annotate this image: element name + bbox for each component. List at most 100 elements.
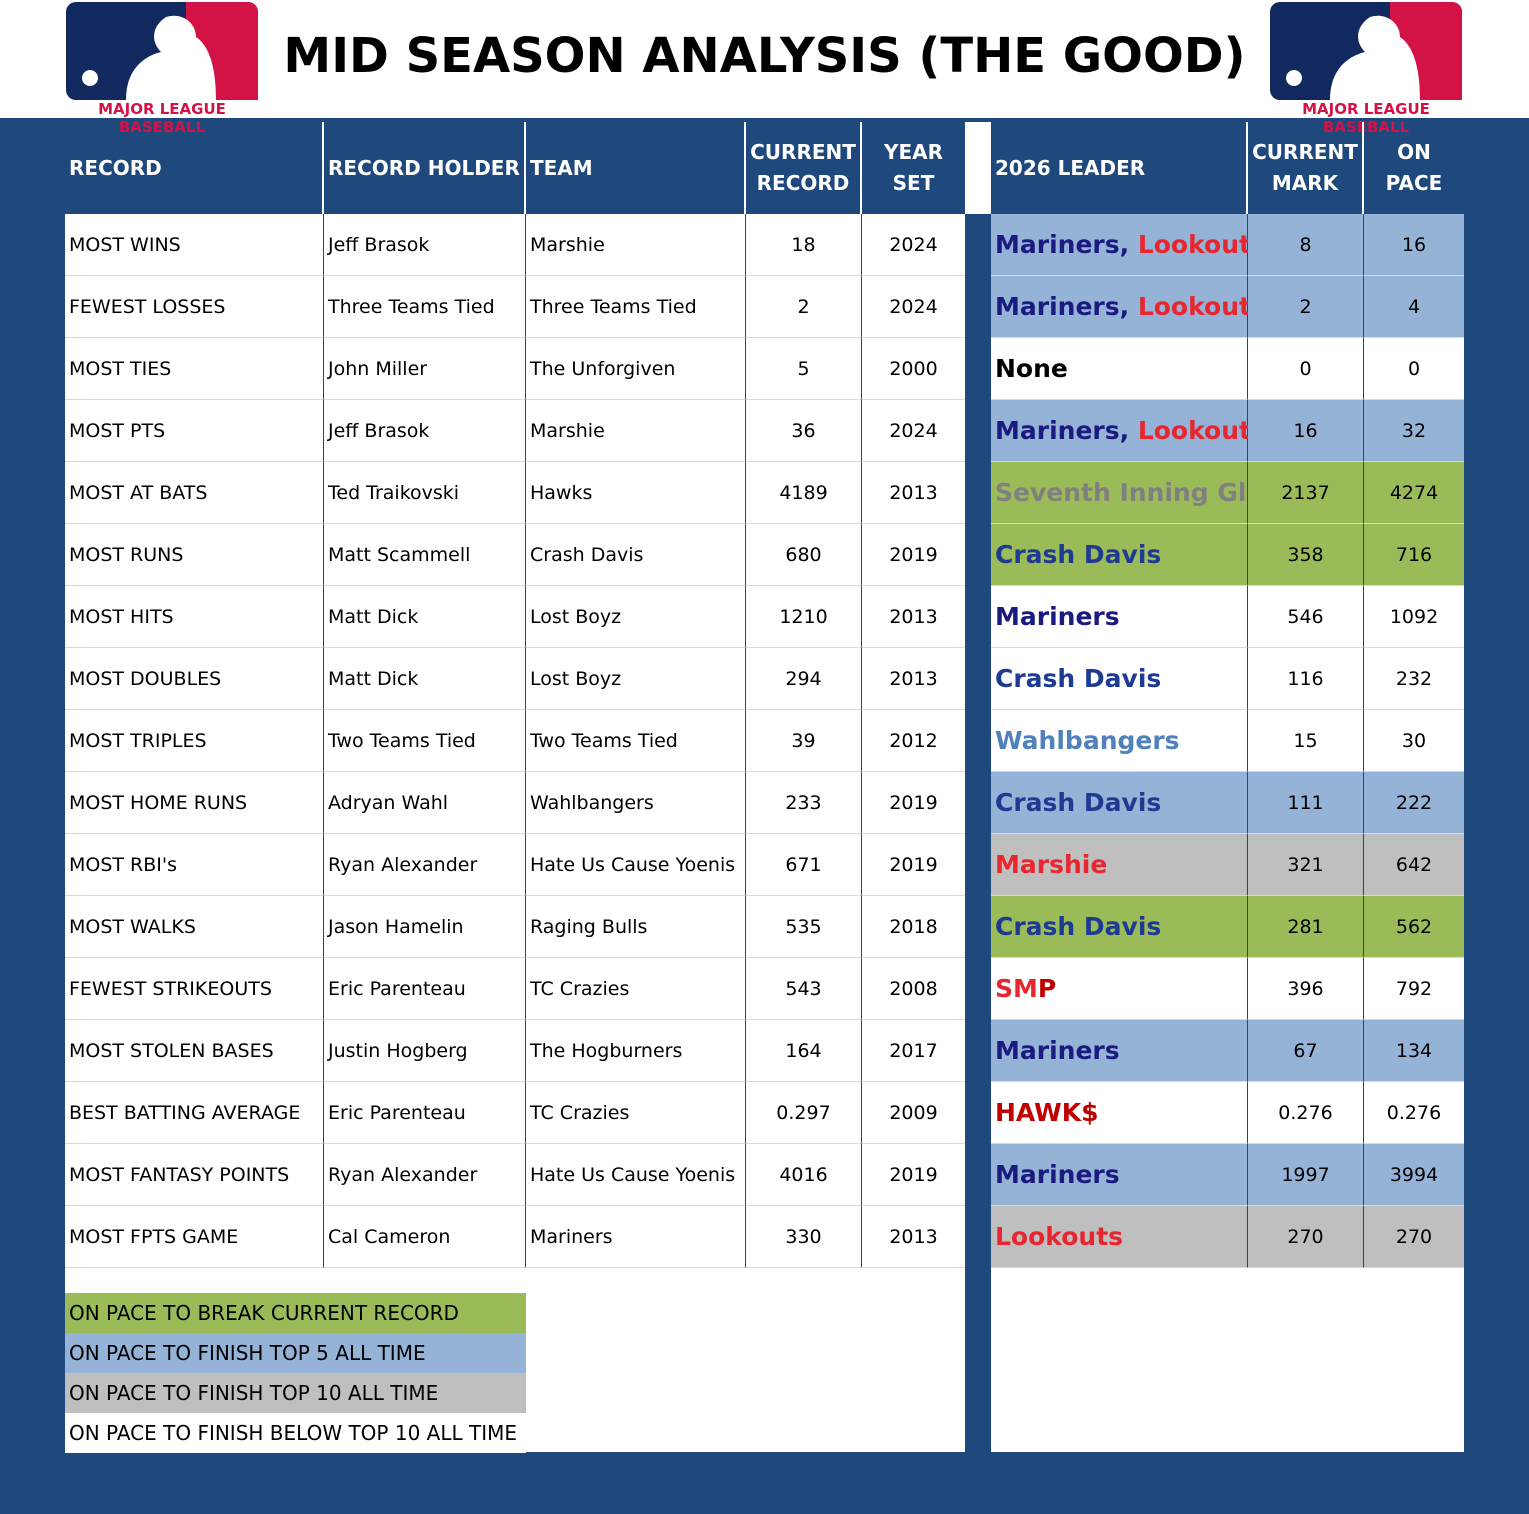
number-cell: 4: [1364, 276, 1464, 338]
leader-cell: HAWK$: [991, 1082, 1248, 1144]
leader-name: Crash Davis: [995, 540, 1162, 569]
number-cell: 36: [746, 400, 862, 462]
notes-area: [991, 1268, 1464, 1452]
number-cell: 546: [1248, 586, 1364, 648]
leader-cell: Crash Davis: [991, 524, 1248, 586]
title: MID SEASON ANALYSIS (THE GOOD): [283, 28, 1246, 84]
number-cell: 4016: [746, 1144, 862, 1206]
legend-item: ON PACE TO FINISH TOP 10 ALL TIME: [65, 1373, 526, 1413]
leader-cell: Mariners: [991, 586, 1248, 648]
number-cell: 16: [1248, 400, 1364, 462]
number-cell: 111: [1248, 772, 1364, 834]
text-cell: Matt Dick: [324, 648, 526, 710]
text-cell: Matt Scammell: [324, 524, 526, 586]
number-cell: 2008: [862, 958, 965, 1020]
number-cell: 2018: [862, 896, 965, 958]
text-cell: Jeff Brasok: [324, 400, 526, 462]
number-cell: 3994: [1364, 1144, 1464, 1206]
number-cell: 16: [1364, 214, 1464, 276]
number-cell: 294: [746, 648, 862, 710]
number-cell: 396: [1248, 958, 1364, 1020]
leader-cell: Seventh Inning Glitch: [991, 462, 1300, 524]
divider: [965, 122, 991, 214]
leader-cell: Mariners, Lookouts: [991, 276, 1266, 338]
number-cell: 116: [1248, 648, 1364, 710]
number-cell: 0.276: [1364, 1082, 1464, 1144]
number-cell: 2009: [862, 1082, 965, 1144]
leader-name: Crash Davis: [995, 912, 1162, 941]
number-cell: 792: [1364, 958, 1464, 1020]
leader-cell: Mariners: [991, 1144, 1248, 1206]
leader-cell: None: [991, 338, 1248, 400]
column-header: RECORD: [65, 122, 324, 214]
number-cell: 270: [1248, 1206, 1364, 1268]
leader-name: Lookouts: [995, 1222, 1124, 1251]
logo: MAJOR LEAGUE BASEBALL: [1270, 2, 1462, 136]
number-cell: 562: [1364, 896, 1464, 958]
number-cell: 2013: [862, 586, 965, 648]
leader-name: Mariners,: [995, 292, 1138, 321]
logo-text: MAJOR LEAGUE BASEBALL: [98, 100, 226, 136]
leader-cell: Wahlbangers: [991, 710, 1248, 772]
leader-cell: Mariners, Lookouts: [991, 214, 1266, 276]
leader-name: Crash Davis: [995, 788, 1162, 817]
number-cell: 134: [1364, 1020, 1464, 1082]
number-cell: 2019: [862, 834, 965, 896]
text-cell: Hate Us Cause Yoenis: [526, 1144, 746, 1206]
number-cell: 2013: [862, 648, 965, 710]
leader-cell: Mariners, Lookouts: [991, 400, 1266, 462]
text-cell: MOST FPTS GAME: [65, 1206, 324, 1268]
leader-cell: Crash Davis: [991, 648, 1248, 710]
text-cell: MOST AT BATS: [65, 462, 324, 524]
number-cell: 2013: [862, 462, 965, 524]
legend-item: ON PACE TO FINISH TOP 5 ALL TIME: [65, 1333, 526, 1373]
text-cell: Lost Boyz: [526, 648, 746, 710]
leader-cell: Marshie: [991, 834, 1248, 896]
leader-name: None: [995, 354, 1068, 383]
text-cell: MOST HOME RUNS: [65, 772, 324, 834]
number-cell: 2024: [862, 214, 965, 276]
number-cell: 543: [746, 958, 862, 1020]
number-cell: 233: [746, 772, 862, 834]
text-cell: MOST DOUBLES: [65, 648, 324, 710]
text-cell: Adryan Wahl: [324, 772, 526, 834]
text-cell: John Miller: [324, 338, 526, 400]
leader-name: Mariners,: [995, 230, 1138, 259]
number-cell: 535: [746, 896, 862, 958]
number-cell: 232: [1364, 648, 1464, 710]
text-cell: Two Teams Tied: [324, 710, 526, 772]
number-cell: 2137: [1248, 462, 1364, 524]
text-cell: The Unforgiven: [526, 338, 746, 400]
leader-cell: Crash Davis: [991, 896, 1248, 958]
text-cell: Ryan Alexander: [324, 834, 526, 896]
legend-item: ON PACE TO BREAK CURRENT RECORD: [65, 1293, 526, 1333]
column-header: ON PACE: [1385, 140, 1443, 195]
number-cell: 1210: [746, 586, 862, 648]
number-cell: 0: [1364, 338, 1464, 400]
logo-text: MAJOR LEAGUE BASEBALL: [1302, 100, 1430, 136]
text-cell: Jeff Brasok: [324, 214, 526, 276]
text-cell: BEST BATTING AVERAGE: [65, 1082, 324, 1144]
number-cell: 2: [1248, 276, 1364, 338]
text-cell: TC Crazies: [526, 958, 746, 1020]
number-cell: 8: [1248, 214, 1364, 276]
column-header: CURRENT MARK: [1248, 122, 1364, 214]
text-cell: Raging Bulls: [526, 896, 746, 958]
number-cell: 39: [746, 710, 862, 772]
text-cell: MOST HITS: [65, 586, 324, 648]
number-cell: 642: [1364, 834, 1464, 896]
logo-mark: [1270, 2, 1462, 100]
number-cell: 2013: [862, 1206, 965, 1268]
number-cell: 0.276: [1248, 1082, 1364, 1144]
number-cell: 270: [1364, 1206, 1464, 1268]
column-header: CURRENT RECORD: [746, 122, 862, 214]
leader-name: Mariners: [995, 1160, 1120, 1189]
text-cell: Cal Cameron: [324, 1206, 526, 1268]
text-cell: Mariners: [526, 1206, 746, 1268]
number-cell: 15: [1248, 710, 1364, 772]
text-cell: Eric Parenteau: [324, 958, 526, 1020]
text-cell: Three Teams Tied: [324, 276, 526, 338]
number-cell: 2: [746, 276, 862, 338]
leader-name: Wahlbangers: [995, 726, 1180, 755]
